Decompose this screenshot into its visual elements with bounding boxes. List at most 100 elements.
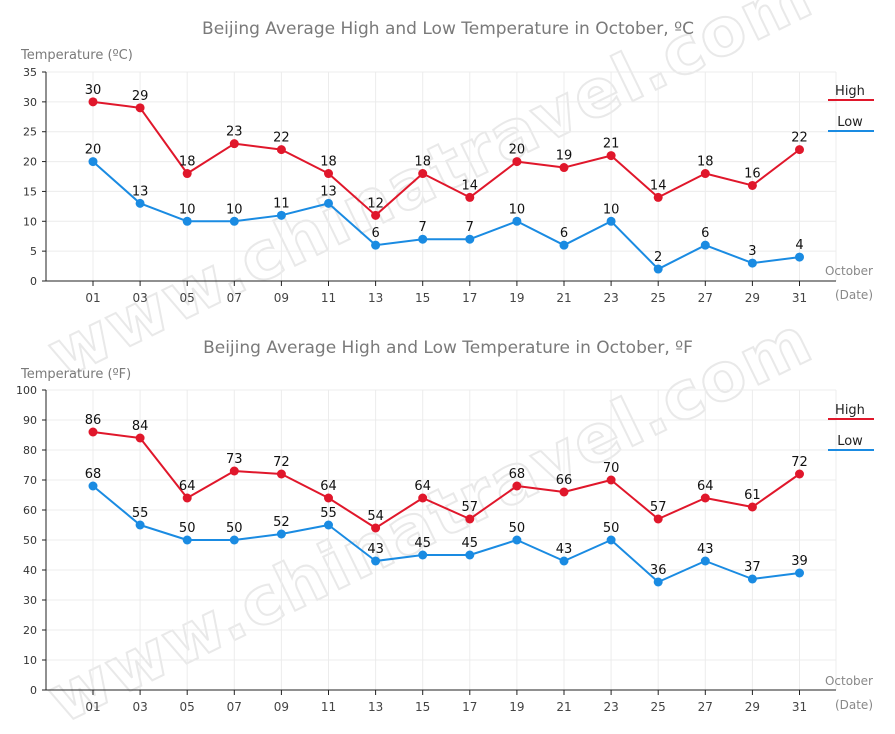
x-tick-label: 11 (321, 700, 336, 714)
high-data-label: 86 (85, 413, 102, 428)
x-tick-label: 13 (368, 700, 383, 714)
x-tick-label: 07 (227, 700, 242, 714)
y-tick-label: 30 (23, 594, 37, 607)
low-data-label: 55 (320, 506, 337, 521)
y-tick-label: 10 (23, 215, 37, 228)
y-tick-label: 90 (23, 414, 37, 427)
chart-title: Beijing Average High and Low Temperature… (202, 19, 694, 39)
low-data-label: 7 (419, 220, 427, 235)
low-data-point (747, 258, 757, 268)
high-data-label: 18 (320, 155, 337, 170)
chart-title: Beijing Average High and Low Temperature… (203, 338, 693, 358)
low-data-point (229, 535, 239, 545)
high-data-point (324, 169, 333, 179)
watermark-text: www.chinatravel.com (36, 301, 824, 730)
high-data-label: 61 (744, 488, 761, 503)
y-axis-label: Temperature (ºC) (20, 48, 133, 63)
low-data-label: 13 (320, 184, 337, 199)
high-data-point (559, 487, 569, 497)
low-data-label: 55 (132, 506, 149, 521)
x-axis-month-label: October (825, 674, 873, 688)
high-data-label: 64 (179, 479, 196, 494)
low-data-point (653, 264, 663, 274)
legend-high-label: High (835, 403, 865, 418)
low-data-point (88, 157, 98, 167)
low-data-point (747, 574, 757, 584)
high-data-label: 18 (697, 155, 714, 170)
low-data-point (700, 240, 710, 250)
low-data-point (795, 252, 804, 262)
x-tick-label: 19 (509, 700, 524, 714)
y-tick-label: 20 (23, 624, 37, 637)
low-data-point (135, 520, 145, 530)
y-tick-label: 40 (23, 564, 37, 577)
x-tick-label: 03 (132, 291, 147, 305)
low-data-point (512, 535, 522, 545)
low-data-label: 45 (414, 536, 431, 551)
high-data-point (512, 157, 522, 167)
high-data-point (371, 210, 381, 220)
high-data-label: 30 (85, 83, 102, 98)
low-data-label: 50 (603, 521, 620, 536)
x-tick-label: 13 (368, 291, 383, 305)
high-data-point (418, 493, 428, 503)
high-data-label: 68 (509, 467, 526, 482)
high-data-label: 23 (226, 125, 243, 140)
y-tick-label: 70 (23, 474, 37, 487)
low-data-point (606, 216, 616, 226)
high-data-point (795, 145, 804, 155)
high-data-label: 72 (273, 455, 290, 470)
high-data-label: 72 (791, 455, 808, 470)
high-data-point (324, 493, 333, 503)
x-tick-label: 05 (180, 700, 195, 714)
x-tick-label: 29 (745, 700, 760, 714)
x-axis-unit-label: (Date) (835, 288, 873, 302)
low-data-point (512, 216, 522, 226)
low-data-label: 50 (509, 521, 526, 536)
y-tick-label: 0 (30, 684, 37, 697)
low-data-label: 43 (697, 542, 714, 557)
x-tick-label: 17 (462, 291, 477, 305)
low-data-label: 2 (654, 250, 662, 265)
low-data-label: 20 (85, 143, 102, 158)
low-data-point (229, 216, 239, 226)
x-tick-label: 15 (415, 291, 430, 305)
low-data-label: 6 (560, 226, 568, 241)
high-data-label: 64 (697, 479, 714, 494)
low-data-point (465, 234, 475, 244)
high-series-line (92, 100, 801, 217)
high-data-label: 18 (179, 155, 196, 170)
high-data-point (559, 163, 569, 173)
x-tick-label: 05 (180, 291, 195, 305)
x-tick-label: 17 (462, 700, 477, 714)
low-data-point (700, 556, 710, 566)
high-data-point (512, 481, 522, 491)
high-data-point (418, 169, 428, 179)
low-data-point (324, 198, 333, 208)
high-data-label: 70 (603, 461, 620, 476)
low-data-label: 37 (744, 560, 761, 575)
high-data-point (653, 514, 663, 524)
low-data-label: 50 (179, 521, 196, 536)
y-tick-label: 0 (30, 275, 37, 288)
low-data-label: 13 (132, 184, 149, 199)
x-tick-label: 31 (792, 700, 807, 714)
low-data-point (465, 550, 475, 560)
high-data-label: 66 (556, 473, 573, 488)
low-data-label: 43 (367, 542, 384, 557)
low-data-point (795, 568, 804, 578)
high-data-label: 16 (744, 166, 761, 181)
high-data-point (229, 466, 239, 476)
legend-low-label: Low (837, 434, 863, 449)
low-data-label: 43 (556, 542, 573, 557)
x-axis-month-label: October (825, 264, 873, 278)
low-data-point (182, 216, 192, 226)
low-data-point (371, 556, 381, 566)
high-data-point (182, 493, 192, 503)
x-tick-label: 09 (274, 291, 289, 305)
high-data-point (276, 469, 286, 479)
x-tick-label: 23 (603, 291, 618, 305)
